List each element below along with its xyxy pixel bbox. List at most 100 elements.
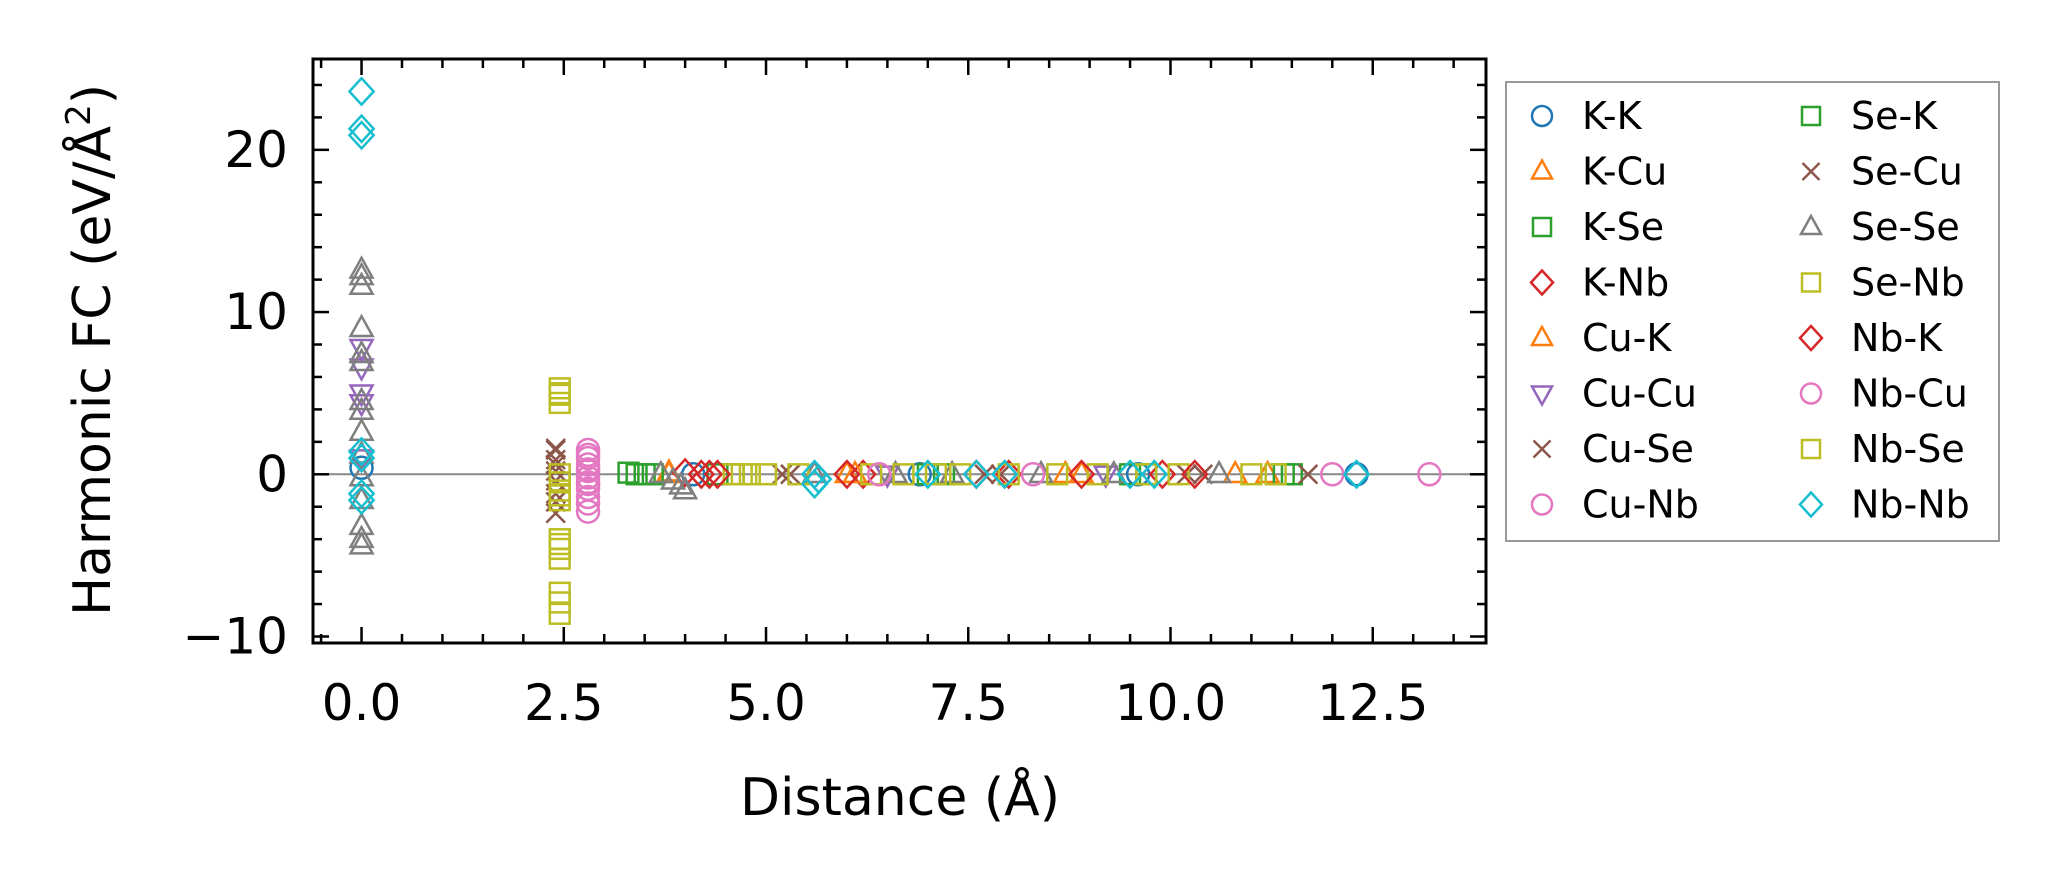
axis-ticks: [313, 59, 1486, 643]
legend-marker-se-se: [1798, 213, 1824, 236]
legend-marker-k-cu: [1529, 157, 1555, 180]
y-tick-label: 20: [224, 121, 288, 179]
x-axis-label: Distance (Å): [740, 766, 1060, 828]
x-tick-label: 7.5: [928, 674, 1008, 732]
data-point: [347, 485, 376, 516]
data-point: [1135, 463, 1158, 486]
data-point: [575, 499, 601, 524]
data-point: [990, 464, 1011, 485]
legend-marker-nb-cu: [1799, 382, 1823, 405]
data-point: [924, 463, 948, 486]
data-point: [548, 547, 571, 570]
data-point: [548, 383, 571, 406]
data-point: [617, 461, 640, 484]
y-tick-label: 0: [256, 445, 288, 503]
data-point: [647, 459, 674, 484]
data-point: [695, 459, 724, 490]
data-point: [1046, 463, 1069, 486]
y-tick-labels: −10 0 10 20: [182, 121, 288, 666]
data-point: [1020, 462, 1046, 487]
data-point: [703, 459, 732, 490]
data-point: [860, 463, 883, 486]
legend-label-cu-k: Cu-K: [1582, 316, 1672, 360]
legend-marker-k-k: [1530, 104, 1554, 128]
data-point: [1116, 459, 1144, 490]
legend-label-k-nb: K-Nb: [1582, 261, 1669, 305]
data-point: [347, 120, 376, 151]
data-point: [348, 530, 375, 555]
legend-label-cu-cu: Cu-Cu: [1582, 372, 1697, 416]
data-point: [1297, 464, 1319, 485]
legend-label-se-cu: Se-Cu: [1851, 150, 1963, 194]
legend-marker-cu-nb: [1530, 493, 1554, 516]
x-tick-label: 0.0: [322, 674, 402, 732]
y-axis-label-main: Harmonic FC (eV/Å: [61, 125, 123, 616]
data-point: [548, 463, 571, 486]
data-point: [1086, 463, 1109, 486]
data-point: [914, 459, 942, 490]
x-tick-labels: 0.0 2.5 5.0 7.5 10.0 12.5: [322, 674, 1429, 732]
data-point: [1140, 459, 1169, 490]
data-point: [348, 261, 375, 286]
data-point: [548, 591, 571, 614]
legend-marker-se-k: [1800, 105, 1822, 127]
legend-marker-k-se: [1531, 216, 1553, 238]
data-point: [833, 459, 861, 490]
data-point: [1167, 463, 1190, 486]
series-k-nb: [671, 457, 1177, 490]
y-axis-label: Harmonic FC (eV/Å2): [59, 84, 123, 616]
x-tick-label: 2.5: [524, 674, 604, 732]
y-axis-label-superscript: 2: [59, 104, 99, 126]
legend-label-nb-nb: Nb-Nb: [1851, 483, 1970, 527]
series-se-nb: [548, 377, 1263, 625]
data-point: [348, 386, 375, 411]
data-point: [730, 463, 753, 486]
legend-marker-se-cu: [1801, 162, 1821, 181]
x-tick-label: 5.0: [726, 674, 806, 732]
plot-frame: [311, 57, 1488, 645]
legend-marker-k-nb: [1529, 268, 1555, 297]
x-tick-label: 12.5: [1317, 674, 1428, 732]
data-point: [1148, 459, 1177, 490]
legend-marker-cu-se: [1532, 439, 1552, 459]
legend-label-se-nb: Se-Nb: [1851, 261, 1965, 305]
data-point: [892, 463, 915, 486]
data-point: [867, 462, 892, 487]
data-point: [949, 463, 972, 486]
data-point: [641, 463, 664, 486]
legend-label-k-se: K-Se: [1582, 205, 1664, 249]
data-point: [348, 255, 375, 279]
y-axis-label-tail: ): [63, 84, 123, 104]
series-se-cu: [545, 438, 1319, 513]
data-point: [348, 347, 375, 372]
legend-label-cu-se: Cu-Se: [1582, 427, 1694, 471]
data-point: [575, 484, 601, 510]
data-point: [575, 491, 601, 516]
legend-label-se-se: Se-Se: [1851, 205, 1960, 249]
data-point: [1417, 462, 1442, 487]
data-point: [575, 471, 601, 497]
data-point: [347, 113, 376, 144]
data-point: [787, 463, 810, 486]
data-point: [545, 438, 566, 459]
data-point: [548, 602, 571, 625]
legend-marker-nb-k: [1798, 324, 1824, 352]
series-nb-cu: [575, 442, 1442, 516]
scatter-markers: [347, 76, 1442, 625]
legend-label-nb-se: Nb-Se: [1851, 427, 1965, 471]
data-point: [990, 459, 1019, 490]
data-point: [994, 459, 1023, 490]
legend-marker-cu-cu: [1529, 385, 1555, 408]
data-point: [804, 464, 833, 495]
data-point: [575, 457, 601, 482]
data-point: [754, 463, 778, 486]
data-point: [1240, 463, 1263, 486]
data-point: [548, 382, 571, 405]
legend-label-cu-nb: Cu-Nb: [1582, 483, 1699, 527]
data-point: [348, 271, 375, 296]
legend-label-se-k: Se-K: [1851, 94, 1938, 138]
data-point: [348, 313, 375, 338]
legend-label-nb-k: Nb-K: [1851, 316, 1943, 360]
data-point: [1067, 459, 1096, 490]
